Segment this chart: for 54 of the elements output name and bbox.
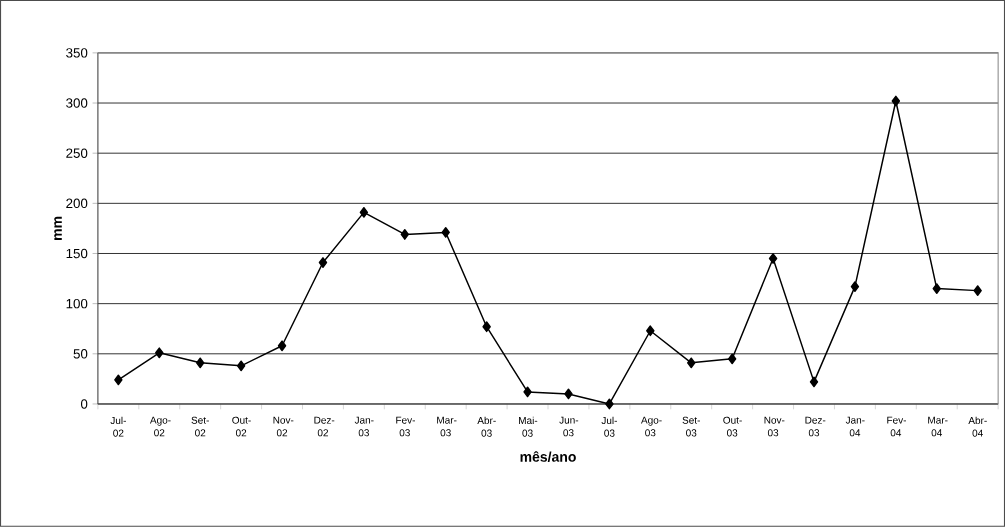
x-tick-label: Jun-03: [559, 416, 579, 437]
x-tick-label: Abr-04: [968, 416, 987, 437]
x-tick-label: Jan-04: [845, 416, 865, 437]
point: [809, 376, 819, 388]
y-tick-label: 300: [66, 98, 88, 108]
x-tick-label: Set-03: [682, 416, 700, 437]
x-tick-label: Jul-02: [110, 416, 126, 437]
x-tick-label: Dez-03: [805, 416, 826, 437]
point: [318, 257, 328, 268]
point: [727, 353, 737, 365]
x-tick-label: Out-02: [232, 416, 251, 437]
point: [236, 360, 246, 372]
point: [277, 340, 287, 352]
x-tick-label: Nov-02: [273, 416, 294, 437]
point: [932, 283, 941, 295]
x-tick-label: Nov-03: [764, 416, 785, 437]
x-tick-label: Abr-03: [477, 416, 496, 437]
x-tick-label: Jan-03: [354, 416, 374, 437]
x-axis-title: mês/ano: [520, 451, 576, 462]
y-tick-label: 0: [80, 399, 88, 409]
y-tick-label: 150: [66, 248, 88, 259]
y-axis-title: mm: [54, 216, 62, 241]
point: [195, 357, 205, 369]
x-tick-label: Jul-03: [601, 416, 618, 437]
y-tick-label: 200: [66, 198, 88, 209]
x-tick-label: Mar-03: [437, 416, 457, 437]
point: [155, 347, 164, 359]
x-tick-label: Mai-03: [519, 416, 538, 437]
point: [891, 95, 901, 107]
point: [605, 398, 614, 410]
point: [850, 281, 860, 293]
y-tick-label: 350: [66, 48, 88, 58]
point: [359, 207, 369, 218]
x-tick-label: Out-03: [723, 416, 742, 437]
point: [768, 253, 778, 264]
x-tick-label: Set-02: [191, 416, 209, 437]
y-tick-label: 250: [66, 148, 88, 158]
point: [400, 229, 410, 240]
x-tick-label: Fev-04: [887, 416, 907, 437]
point: [523, 386, 532, 398]
point: [646, 325, 655, 337]
x-tick-label: Fev-03: [396, 416, 416, 437]
point: [973, 285, 982, 297]
y-tick-label: 100: [66, 299, 88, 309]
point: [482, 321, 491, 333]
point: [564, 388, 573, 400]
point: [441, 227, 450, 238]
x-tick-label: Ago-02: [149, 416, 171, 437]
point: [687, 357, 696, 369]
x-tick-label: Ago-03: [641, 416, 662, 437]
x-tick-label: Mar-04: [928, 416, 948, 437]
y-tick-label: 50: [73, 349, 88, 359]
x-tick-label: Dez-02: [314, 416, 335, 437]
point: [114, 374, 123, 386]
